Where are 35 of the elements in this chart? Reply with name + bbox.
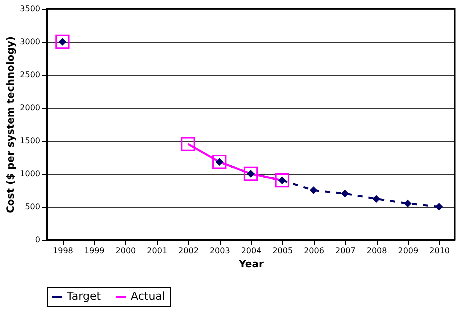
x-tick-label: 2001 [147,246,168,256]
x-tick-label: 2003 [210,246,230,256]
y-tick-label: 2000 [20,104,40,112]
point [212,155,227,170]
y-tick-label: 3000 [20,38,40,46]
point [372,195,380,203]
x-tick-label: 2005 [272,246,294,256]
point [435,203,444,211]
x-tick-label: 2000 [116,246,136,256]
x-tick-label: 2002 [178,246,199,256]
y-tick-label: 500 [25,202,40,212]
x-tick-label: 2008 [366,246,388,256]
x-tick-label: 1998 [53,246,74,256]
y-axis-title: Cost ($ per system technology) [6,36,18,214]
legend-label: Actual [131,290,166,303]
y-tick-label: 1000 [20,170,40,178]
point [341,190,350,198]
point [404,200,412,208]
x-tick-label: 2010 [430,246,450,256]
x-tick-label: 2009 [398,246,419,256]
x-tick-label: 2006 [304,246,324,256]
point [56,34,70,50]
y-tick-label: 2500 [20,70,40,80]
x-axis-title: Year [238,260,264,270]
x-tick-label: 2007 [335,246,356,256]
legend-label: Target [66,290,102,303]
y-tick-label: 1500 [20,136,40,146]
point [275,174,290,188]
y-tick-label: 0 [35,236,40,244]
point [244,166,258,182]
x-tick-label: 2004 [241,246,262,256]
y-tick-label: 3500 [20,4,40,14]
x-tick-label: 1999 [84,246,105,256]
point [181,137,196,152]
point [310,186,318,194]
